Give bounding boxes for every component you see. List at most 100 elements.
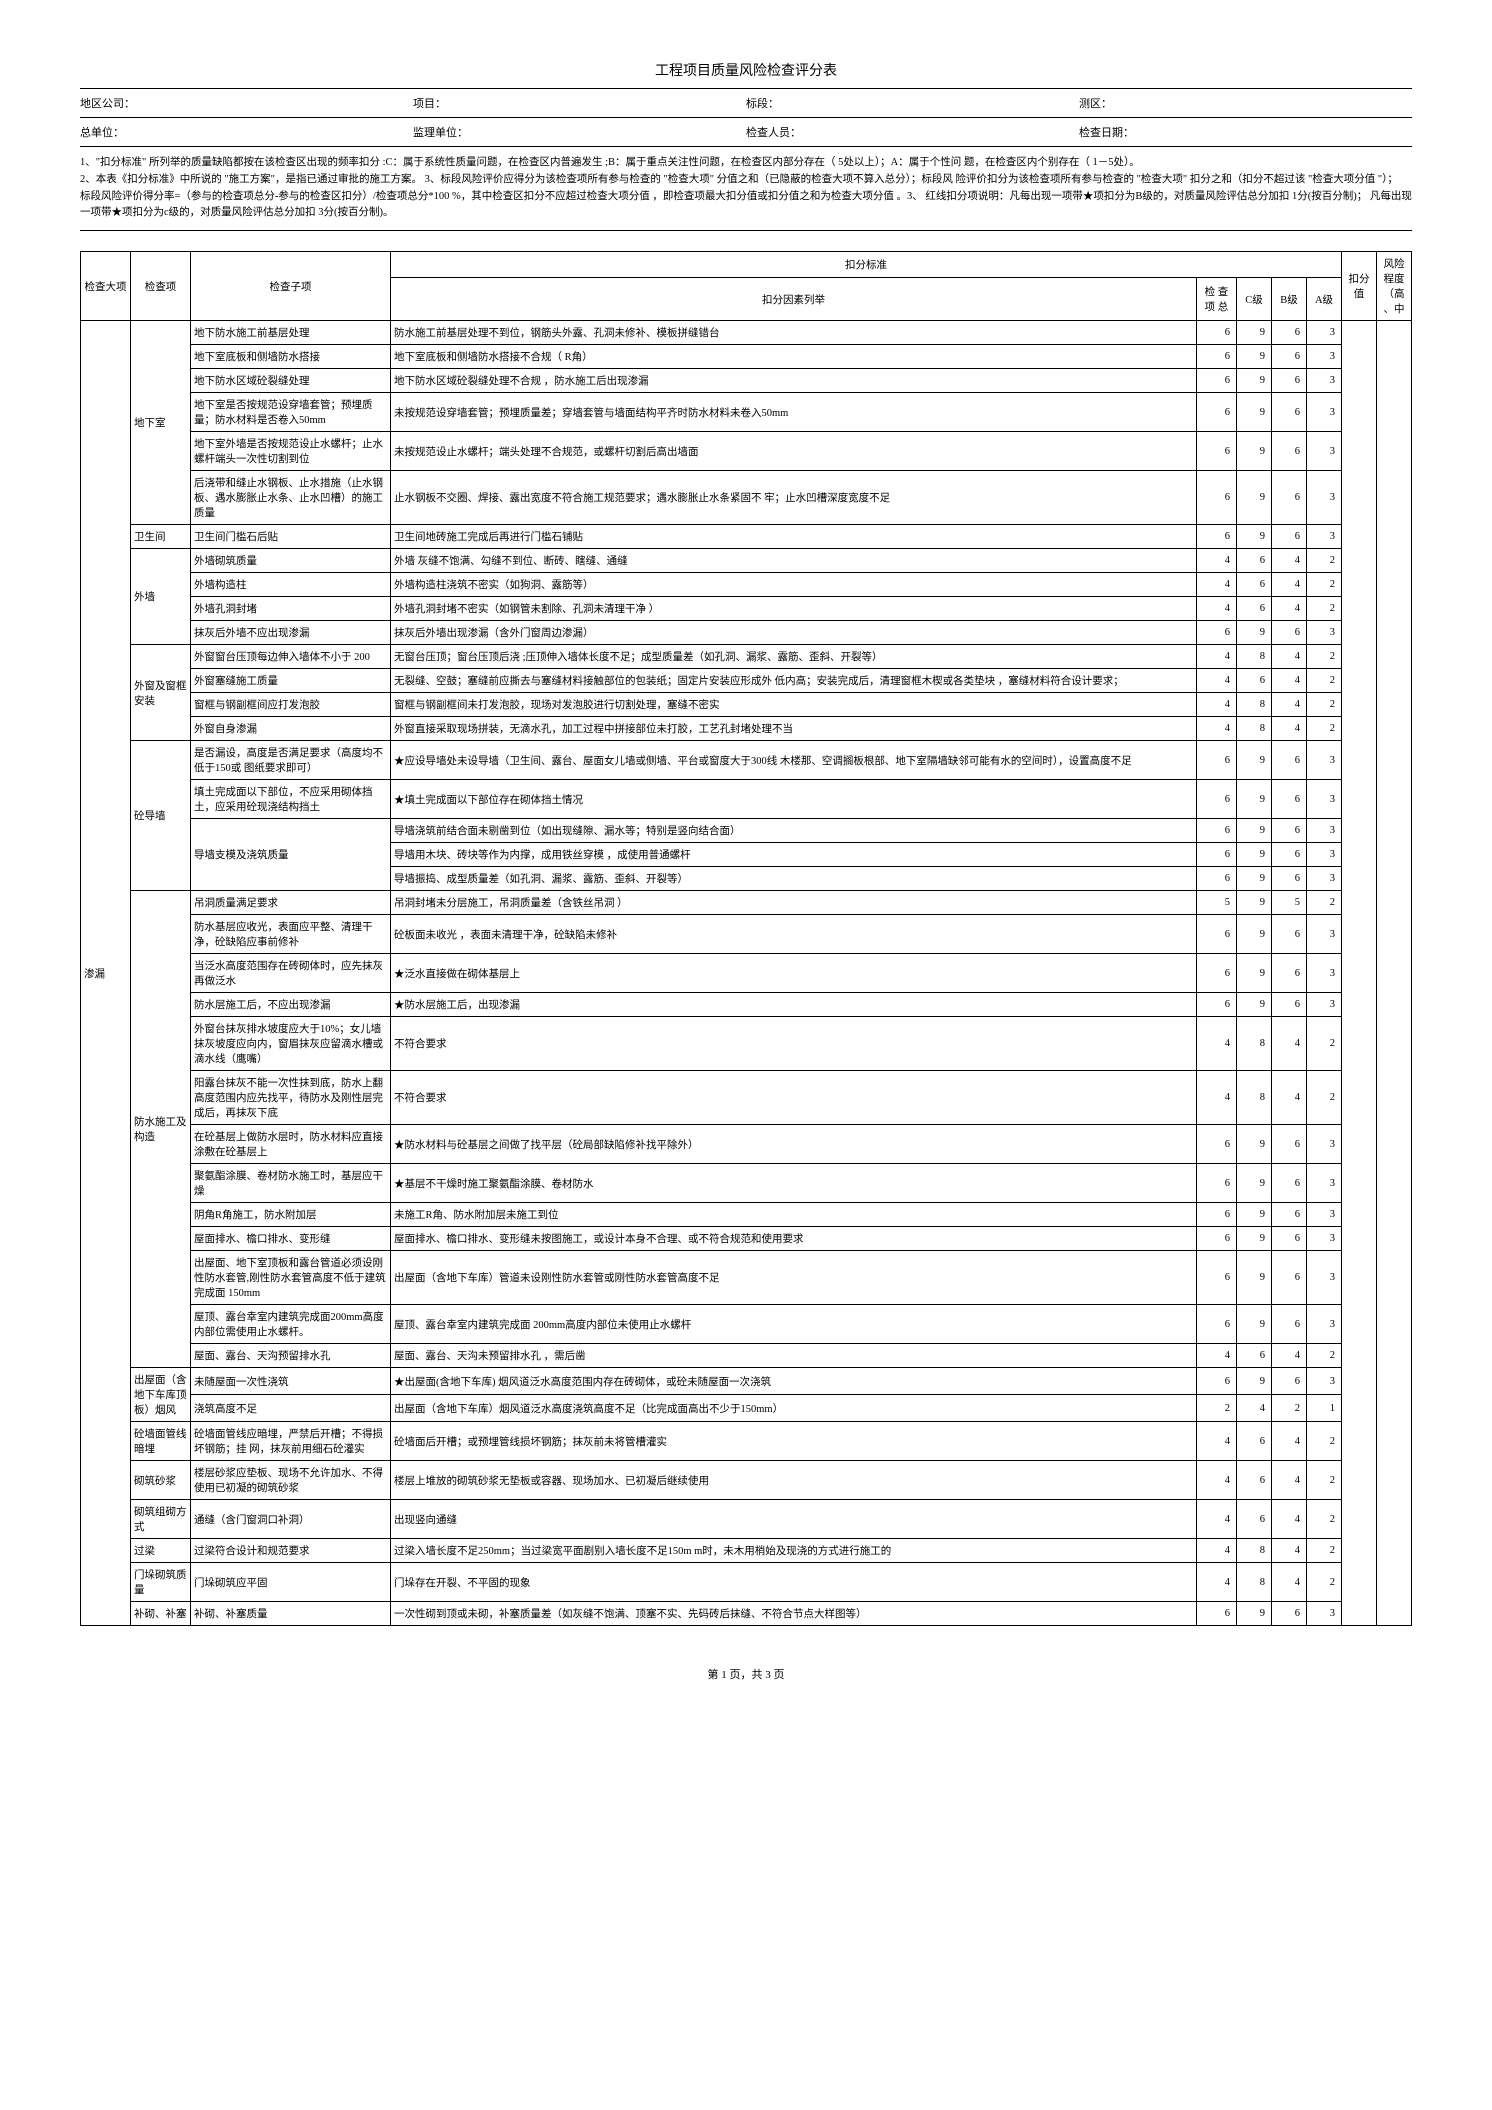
table-row: 屋面排水、檐口排水、变形缝屋面排水、檐口排水、变形缝未按图施工，或设计本身不合理… (81, 1227, 1412, 1251)
cell-score: 4 (1196, 693, 1236, 717)
cell-score: 6 (1196, 1125, 1236, 1164)
table-row: 屋顶、露台幸室内建筑完成面200mm高度内部位需使用止水螺杆。屋顶、露台幸室内建… (81, 1305, 1412, 1344)
cell-score: 9 (1236, 780, 1271, 819)
cell-score: 6 (1196, 993, 1236, 1017)
cell-score: 6 (1196, 471, 1236, 525)
cell-score: 6 (1196, 780, 1236, 819)
cell-score: 6 (1196, 741, 1236, 780)
cell-sub: 外墙砌筑质量 (191, 549, 391, 573)
cell-score: 8 (1236, 1071, 1271, 1125)
cell-score: 3 (1306, 741, 1341, 780)
cell-std: 地下防水区域砼裂缝处理不合规 ，防水施工后出现渗漏 (391, 369, 1197, 393)
cell-score: 6 (1196, 1251, 1236, 1305)
cell-score: 6 (1271, 819, 1306, 843)
cell-score: 3 (1306, 993, 1341, 1017)
cell-score: 4 (1196, 645, 1236, 669)
th-std: 扣分标准 (391, 252, 1342, 278)
cell-score: 6 (1236, 549, 1271, 573)
inspector-label: 检查人员： (746, 127, 801, 139)
cell-score: 9 (1236, 432, 1271, 471)
cell-score: 6 (1236, 573, 1271, 597)
cell-std: 砼板面未收光 ，表面未清理干净，砼缺陷未修补 (391, 915, 1197, 954)
cell-score: 6 (1196, 954, 1236, 993)
cell-score: 3 (1306, 1251, 1341, 1305)
cell-score: 6 (1271, 1251, 1306, 1305)
table-row: 地下室底板和侧墙防水搭接地下室底板和侧墙防水搭接不合规（ R角）6963 (81, 345, 1412, 369)
cell-sub: 楼层砂浆应垫板、现场不允许加水、不得使用已初凝的砌筑砂浆 (191, 1461, 391, 1500)
cell-score: 2 (1306, 717, 1341, 741)
cell-risk (1377, 321, 1412, 1626)
table-row: 地下室是否按规范设穿墙套管；预埋质量；防水材料是否卷入50mm未按规范设穿墙套管… (81, 393, 1412, 432)
general-unit-label: 总单位： (80, 127, 124, 139)
cell-std: 出现竖向通缝 (391, 1500, 1197, 1539)
cell-std: 导墙振捣、成型质量差（如孔洞、漏浆、露筋、歪斜、开裂等） (391, 867, 1197, 891)
cell-sub: 外窗塞缝施工质量 (191, 669, 391, 693)
cell-sub: 屋面、露台、天沟预留排水孔 (191, 1344, 391, 1368)
header-row-1: 地区公司： 项目： 标段： 测区： (80, 88, 1412, 118)
cell-std: 导墙用木块、砖块等作为内撑，成用铁丝穿模 ，成使用普通螺杆 (391, 843, 1197, 867)
cell-score: 2 (1306, 1017, 1341, 1071)
cell-score: 4 (1271, 1461, 1306, 1500)
cell-score: 8 (1236, 1017, 1271, 1071)
th-total: 检 查项 总 (1196, 278, 1236, 321)
cell-score: 4 (1271, 669, 1306, 693)
cell-std: 门垛存在开裂、不平固的现象 (391, 1563, 1197, 1602)
cell-score: 9 (1236, 471, 1271, 525)
table-row: 外窗及窗框安装外窗窗台压顶每边伸入墙体不小于 200无窗台压顶；窗台压顶后浇 ;… (81, 645, 1412, 669)
cell-score: 9 (1236, 321, 1271, 345)
cell-score: 6 (1271, 393, 1306, 432)
cell-std: 外墙孔洞封堵不密实（如钢管未割除、孔洞未清理干净 ） (391, 597, 1197, 621)
cell-score: 9 (1236, 891, 1271, 915)
cell-std: 抹灰后外墙出现渗漏（含外门窗周边渗漏） (391, 621, 1197, 645)
cell-sub: 外窗台抹灰排水坡度应大于10%；女儿墙抹灰坡度应向内，窗眉抹灰应留滴水槽或滴水线… (191, 1017, 391, 1071)
cell-sub: 外窗自身渗漏 (191, 717, 391, 741)
cell-std: 未按规范设穿墙套管；预埋质量差；穿墙套管与墙面结构平齐时防水材料未卷入50mm (391, 393, 1197, 432)
cell-score: 8 (1236, 717, 1271, 741)
cell-std: 卫生间地砖施工完成后再进行门槛石铺贴 (391, 525, 1197, 549)
table-row: 在砼基层上做防水层时，防水材料应直接涂敷在砼基层上★防水材料与砼基层之间做了找平… (81, 1125, 1412, 1164)
th-check: 检查项 (131, 252, 191, 321)
cell-std: 过梁入墙长度不足250mm；当过梁宽平面剧别入墙长度不足150m m时，未木用梢… (391, 1539, 1197, 1563)
table-body: 渗漏地下室地下防水施工前基层处理防水施工前基层处理不到位，钢筋头外露、孔洞未修补… (81, 321, 1412, 1626)
table-row: 防水层施工后，不应出现渗漏★防水层施工后，出现渗漏6963 (81, 993, 1412, 1017)
table-row: 砼墙面管线暗埋砼墙面管线应暗埋，严禁后开槽；不得损坏钢筋；挂 网，抹灰前用细石砼… (81, 1422, 1412, 1461)
cell-score: 6 (1271, 741, 1306, 780)
cell-score: 3 (1306, 843, 1341, 867)
cell-std: 不符合要求 (391, 1017, 1197, 1071)
table-row: 地下防水区域砼裂缝处理地下防水区域砼裂缝处理不合规 ，防水施工后出现渗漏6963 (81, 369, 1412, 393)
cell-score: 6 (1236, 669, 1271, 693)
cell-std: 窗框与钢副框间未打发泡胶，现场对发泡胶进行切割处理，塞缝不密实 (391, 693, 1197, 717)
cell-score: 6 (1271, 954, 1306, 993)
cell-score: 6 (1271, 843, 1306, 867)
cell-sub: 出屋面、地下室顶板和露台管道必须设刚性防水套管,刚性防水套管高度不低于建筑完成面… (191, 1251, 391, 1305)
cell-score: 6 (1196, 1164, 1236, 1203)
cell-score: 4 (1196, 1017, 1236, 1071)
table-row: 砼导墙是否漏设，高度是否满足要求（高度均不低于150或 图纸要求即可）★应设导墙… (81, 741, 1412, 780)
cell-sub: 当泛水高度范围存在砖砌体时，应先抹灰再做泛水 (191, 954, 391, 993)
cell-score: 6 (1196, 525, 1236, 549)
th-deduct: 扣分值 (1342, 252, 1377, 321)
cell-score: 6 (1236, 597, 1271, 621)
cell-sub: 是否漏设，高度是否满足要求（高度均不低于150或 图纸要求即可） (191, 741, 391, 780)
cell-score: 4 (1271, 645, 1306, 669)
table-row: 卫生间卫生间门槛石后贴卫生间地砖施工完成后再进行门槛石铺贴6963 (81, 525, 1412, 549)
th-sub: 检查子项 (191, 252, 391, 321)
table-row: 出屋面、地下室顶板和露台管道必须设刚性防水套管,刚性防水套管高度不低于建筑完成面… (81, 1251, 1412, 1305)
cell-score: 6 (1196, 843, 1236, 867)
cell-score: 6 (1236, 1422, 1271, 1461)
cell-sub: 阳露台抹灰不能一次性抹到底，防水上翻高度范围内应先找平，待防水及刚性层完成后，再… (191, 1071, 391, 1125)
cell-score: 9 (1236, 1368, 1271, 1395)
cell-sub: 砼墙面管线应暗埋，严禁后开槽；不得损坏钢筋；挂 网，抹灰前用细石砼灌实 (191, 1422, 391, 1461)
cell-score: 6 (1271, 993, 1306, 1017)
cell-score: 2 (1306, 1422, 1341, 1461)
cell-score: 3 (1306, 525, 1341, 549)
cell-score: 4 (1271, 1563, 1306, 1602)
cell-score: 9 (1236, 1305, 1271, 1344)
cell-sub: 屋顶、露台幸室内建筑完成面200mm高度内部位需使用止水螺杆。 (191, 1305, 391, 1344)
table-row: 填土完成面以下部位，不应采用砌体挡土，应采用砼现浇结构挡土★填土完成面以下部位存… (81, 780, 1412, 819)
cell-check: 地下室 (131, 321, 191, 525)
cell-score: 4 (1196, 669, 1236, 693)
cell-score: 3 (1306, 1602, 1341, 1626)
cell-score: 4 (1196, 717, 1236, 741)
cell-sub: 导墙支模及浇筑质量 (191, 819, 391, 891)
